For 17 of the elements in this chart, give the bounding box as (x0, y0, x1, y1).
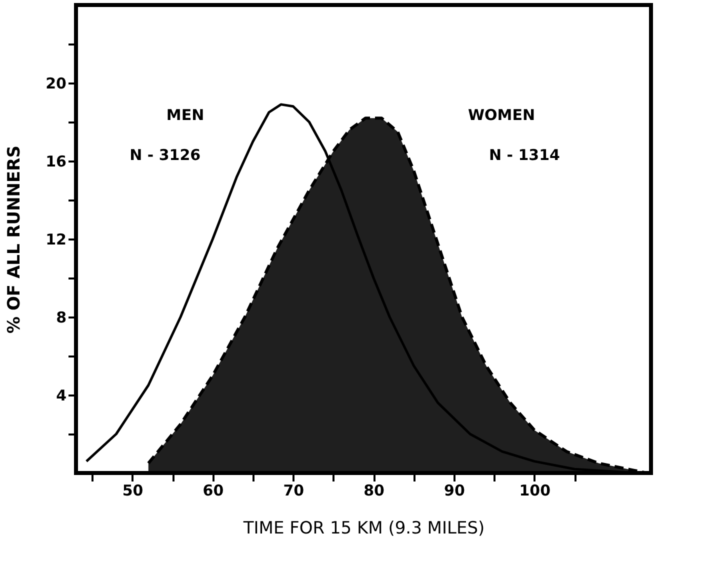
y-tick-label: 12 (46, 230, 66, 248)
annotation: MEN (166, 106, 204, 124)
x-tick-label: 90 (444, 482, 465, 500)
y-tick-label: 16 (46, 152, 66, 170)
x-axis-title: TIME FOR 15 KM (9.3 MILES) (242, 518, 485, 538)
x-tick-label: 100 (519, 482, 551, 500)
y-tick-label: 4 (56, 386, 66, 404)
x-tick-label: 60 (202, 482, 224, 500)
x-tick-label: 80 (364, 482, 384, 500)
x-tick-label: 50 (122, 482, 144, 500)
y-axis-title: % OF ALL RUNNERS (4, 146, 25, 334)
annotation: N - 3126 (130, 146, 201, 164)
x-tick-label: 70 (283, 482, 304, 500)
annotation: WOMEN (468, 106, 536, 124)
y-tick-label: 20 (46, 74, 66, 92)
y-tick-label: 8 (56, 308, 66, 326)
annotation: N - 1314 (489, 146, 560, 164)
